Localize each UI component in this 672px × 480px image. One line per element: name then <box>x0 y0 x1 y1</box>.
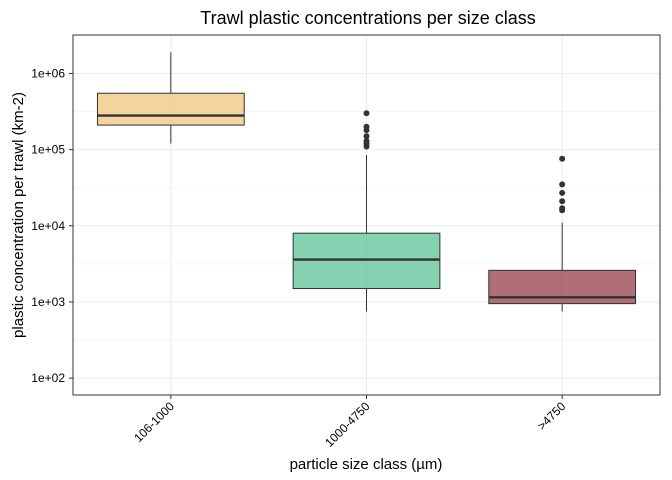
outlier-point <box>363 110 370 117</box>
y-tick-label: 1e+05 <box>31 143 65 157</box>
outlier-point <box>363 133 370 140</box>
outlier-point <box>559 189 566 196</box>
y-tick-label: 1e+02 <box>31 371 65 385</box>
boxes <box>96 52 637 312</box>
box-1 <box>96 52 245 144</box>
outlier-point <box>559 198 566 205</box>
y-tick-label: 1e+04 <box>31 219 65 233</box>
outlier-point <box>559 155 566 162</box>
box-2 <box>292 110 441 312</box>
box-3 <box>488 155 637 312</box>
outlier-point <box>363 137 370 144</box>
iqr-box <box>96 92 245 126</box>
x-tick-label: 106-1000 <box>131 399 177 445</box>
outlier-point <box>559 205 566 212</box>
x-tick-label: 1000-4750 <box>322 399 373 450</box>
outlier-point <box>559 181 566 188</box>
chart-title: Trawl plastic concentrations per size cl… <box>200 8 535 28</box>
iqr-box <box>488 269 637 305</box>
y-axis-title: plastic concentration per trawl (km-2) <box>10 92 27 338</box>
outlier-point <box>363 123 370 130</box>
iqr-box <box>292 232 441 290</box>
y-tick-label: 1e+03 <box>31 295 65 309</box>
x-axis-title: particle size class (µm) <box>290 456 443 473</box>
y-tick-label: 1e+06 <box>31 66 65 80</box>
x-tick-label: >4750 <box>535 399 569 433</box>
